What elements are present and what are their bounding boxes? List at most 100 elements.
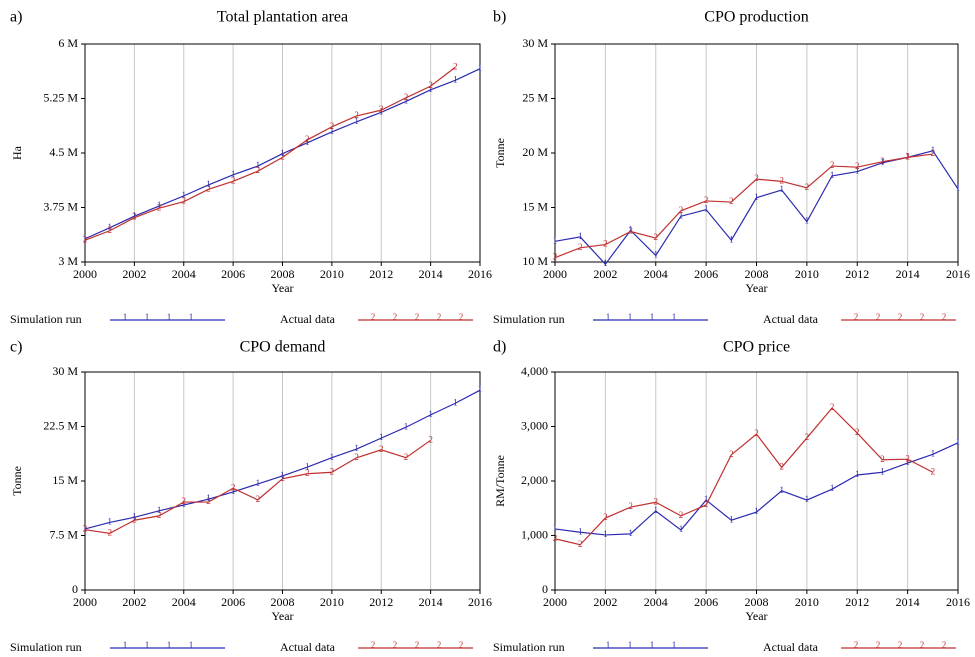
y-tick-label: 5.25 M — [43, 90, 78, 104]
series-line — [554, 153, 933, 259]
point-marker: 2 — [404, 92, 409, 102]
legend-marker: 1 — [189, 640, 194, 650]
plot-frame — [84, 371, 481, 591]
y-tick-label: 30 M — [52, 364, 78, 378]
point-marker: 2 — [729, 196, 734, 206]
legend-marker: 2 — [876, 640, 881, 650]
point-marker: 2 — [754, 428, 759, 438]
point-marker: 2 — [182, 496, 187, 506]
chart-title: CPO price — [723, 339, 790, 356]
legend-marker: 1 — [167, 312, 172, 322]
point-marker: 2 — [779, 175, 784, 185]
point-marker: 2 — [157, 510, 162, 520]
legend-marker: 1 — [123, 312, 128, 322]
point-marker: 1 — [830, 170, 835, 180]
point-marker: 2 — [654, 496, 659, 506]
x-tick-label: 2004 — [644, 267, 668, 281]
chart-title: Total plantation area — [217, 9, 348, 26]
point-marker: 1 — [256, 160, 261, 170]
point-marker: 1 — [354, 443, 359, 453]
point-marker: 2 — [379, 444, 384, 454]
x-tick-label: 2000 — [543, 595, 567, 609]
point-marker: 1 — [603, 529, 608, 539]
point-marker: 1 — [956, 437, 961, 447]
y-tick-label: 22.5 M — [43, 418, 78, 432]
point-marker: 1 — [256, 478, 261, 488]
x-tick-label: 2008 — [271, 595, 295, 609]
point-marker: 2 — [754, 173, 759, 183]
point-marker: 2 — [83, 234, 88, 244]
point-marker: 1 — [83, 233, 88, 243]
point-marker: 2 — [83, 524, 88, 534]
point-marker: 1 — [478, 63, 483, 73]
point-marker: 1 — [905, 151, 910, 161]
legend-marker: 2 — [920, 312, 925, 322]
x-tick-label: 2008 — [745, 595, 769, 609]
point-marker: 2 — [256, 494, 261, 504]
point-marker: 1 — [305, 137, 310, 147]
legend-label: Actual data — [763, 312, 819, 326]
point-marker: 2 — [182, 196, 187, 206]
plot-frame — [84, 43, 481, 263]
legend-marker: 2 — [920, 640, 925, 650]
point-marker: 1 — [453, 74, 458, 84]
point-marker: 2 — [280, 151, 285, 161]
x-tick-label: 2016 — [946, 267, 970, 281]
legend-marker: 2 — [459, 640, 464, 650]
point-marker: 1 — [805, 216, 810, 226]
point-marker: 1 — [182, 499, 187, 509]
x-tick-label: 2012 — [845, 267, 869, 281]
y-tick-label: 4,000 — [521, 364, 548, 378]
x-tick-label: 2004 — [644, 595, 668, 609]
point-marker: 1 — [231, 169, 236, 179]
point-marker: 1 — [628, 224, 633, 234]
point-marker: 2 — [305, 134, 310, 144]
y-tick-label: 3 M — [58, 254, 78, 268]
legend-marker: 1 — [628, 640, 633, 650]
legend-marker: 2 — [854, 640, 859, 650]
point-marker: 2 — [603, 512, 608, 522]
point-marker: 1 — [805, 494, 810, 504]
point-marker: 2 — [779, 461, 784, 471]
point-marker: 1 — [956, 183, 961, 193]
x-tick-label: 2016 — [468, 595, 492, 609]
point-marker: 1 — [679, 210, 684, 220]
x-tick-label: 2010 — [795, 595, 819, 609]
point-marker: 1 — [231, 486, 236, 496]
y-tick-label: 6 M — [58, 36, 78, 50]
point-marker: 2 — [729, 449, 734, 459]
point-marker: 1 — [931, 448, 936, 458]
legend-label: Actual data — [763, 640, 819, 654]
legend-marker: 2 — [437, 640, 442, 650]
point-marker: 2 — [905, 151, 910, 161]
point-marker: 2 — [628, 501, 633, 511]
x-axis-label: Year — [271, 609, 293, 623]
point-marker: 1 — [654, 505, 659, 515]
legend-marker: 1 — [123, 640, 128, 650]
point-marker: 2 — [553, 252, 558, 262]
legend-label: Simulation run — [10, 312, 82, 326]
point-marker: 1 — [404, 95, 409, 105]
y-axis-label: Tonne — [493, 138, 507, 168]
y-tick-label: 1,000 — [521, 527, 548, 541]
legend-label: Simulation run — [493, 312, 565, 326]
x-tick-label: 2002 — [593, 267, 617, 281]
legend-marker: 1 — [650, 640, 655, 650]
point-marker: 2 — [931, 466, 936, 476]
legend-label: Actual data — [280, 640, 336, 654]
point-marker: 2 — [830, 160, 835, 170]
y-tick-label: 2,000 — [521, 473, 548, 487]
x-tick-label: 2000 — [73, 595, 97, 609]
point-marker: 1 — [830, 483, 835, 493]
legend-marker: 1 — [189, 312, 194, 322]
plot-frame — [554, 43, 959, 263]
point-marker: 2 — [107, 527, 112, 537]
point-marker: 1 — [553, 235, 558, 245]
point-marker: 1 — [855, 469, 860, 479]
point-marker: 2 — [330, 466, 335, 476]
point-marker: 1 — [654, 250, 659, 260]
point-marker: 2 — [855, 427, 860, 437]
point-marker: 2 — [704, 499, 709, 509]
panel: a) Total plantation area Ha Year 2000 2002 200… — [10, 9, 492, 326]
